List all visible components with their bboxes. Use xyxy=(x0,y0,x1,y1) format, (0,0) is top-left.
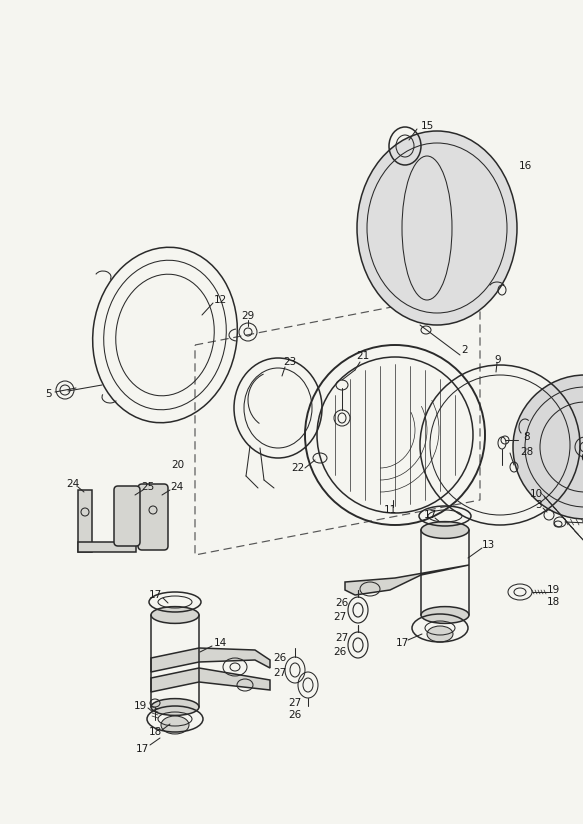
Ellipse shape xyxy=(151,606,199,624)
Polygon shape xyxy=(151,668,270,692)
Text: 26: 26 xyxy=(333,647,347,657)
Text: 9: 9 xyxy=(495,355,501,365)
Text: 18: 18 xyxy=(149,727,161,737)
Polygon shape xyxy=(78,542,136,552)
Text: 20: 20 xyxy=(171,460,185,470)
Text: 2: 2 xyxy=(462,345,468,355)
Text: 15: 15 xyxy=(420,121,434,131)
Ellipse shape xyxy=(357,131,517,325)
Text: 18: 18 xyxy=(546,597,560,607)
Text: 28: 28 xyxy=(521,447,533,457)
Ellipse shape xyxy=(421,522,469,538)
Text: 26: 26 xyxy=(273,653,287,663)
Text: 26: 26 xyxy=(335,598,349,608)
Text: 19: 19 xyxy=(546,585,560,595)
Text: 26: 26 xyxy=(289,710,301,720)
Text: 17: 17 xyxy=(135,744,149,754)
Ellipse shape xyxy=(421,606,469,624)
Text: 27: 27 xyxy=(289,698,301,708)
Polygon shape xyxy=(151,648,270,672)
Text: 14: 14 xyxy=(213,638,227,648)
Text: 24: 24 xyxy=(66,479,80,489)
Polygon shape xyxy=(345,565,469,595)
Ellipse shape xyxy=(151,699,199,715)
Text: 16: 16 xyxy=(518,161,532,171)
Text: 29: 29 xyxy=(241,311,255,321)
Ellipse shape xyxy=(513,375,583,519)
Text: 27: 27 xyxy=(335,633,349,643)
Text: 8: 8 xyxy=(524,432,531,442)
Text: 24: 24 xyxy=(170,482,184,492)
FancyBboxPatch shape xyxy=(114,486,140,546)
Text: 27: 27 xyxy=(333,612,347,622)
Text: 17: 17 xyxy=(423,510,437,520)
Text: 23: 23 xyxy=(283,357,297,367)
Text: 27: 27 xyxy=(273,668,287,678)
Text: 13: 13 xyxy=(482,540,494,550)
Ellipse shape xyxy=(427,626,453,642)
Text: 17: 17 xyxy=(395,638,409,648)
Polygon shape xyxy=(78,490,92,552)
FancyBboxPatch shape xyxy=(138,484,168,550)
Text: 5: 5 xyxy=(45,389,51,399)
Text: 10: 10 xyxy=(530,489,543,499)
Text: 12: 12 xyxy=(213,295,227,305)
Text: 6: 6 xyxy=(581,453,583,463)
Text: 17: 17 xyxy=(149,590,161,600)
Text: 25: 25 xyxy=(141,482,154,492)
Ellipse shape xyxy=(161,716,189,734)
Text: 19: 19 xyxy=(134,701,147,711)
Text: 21: 21 xyxy=(356,351,370,361)
Text: 11: 11 xyxy=(384,505,396,515)
Text: 22: 22 xyxy=(292,463,305,473)
Text: 3: 3 xyxy=(535,500,541,510)
